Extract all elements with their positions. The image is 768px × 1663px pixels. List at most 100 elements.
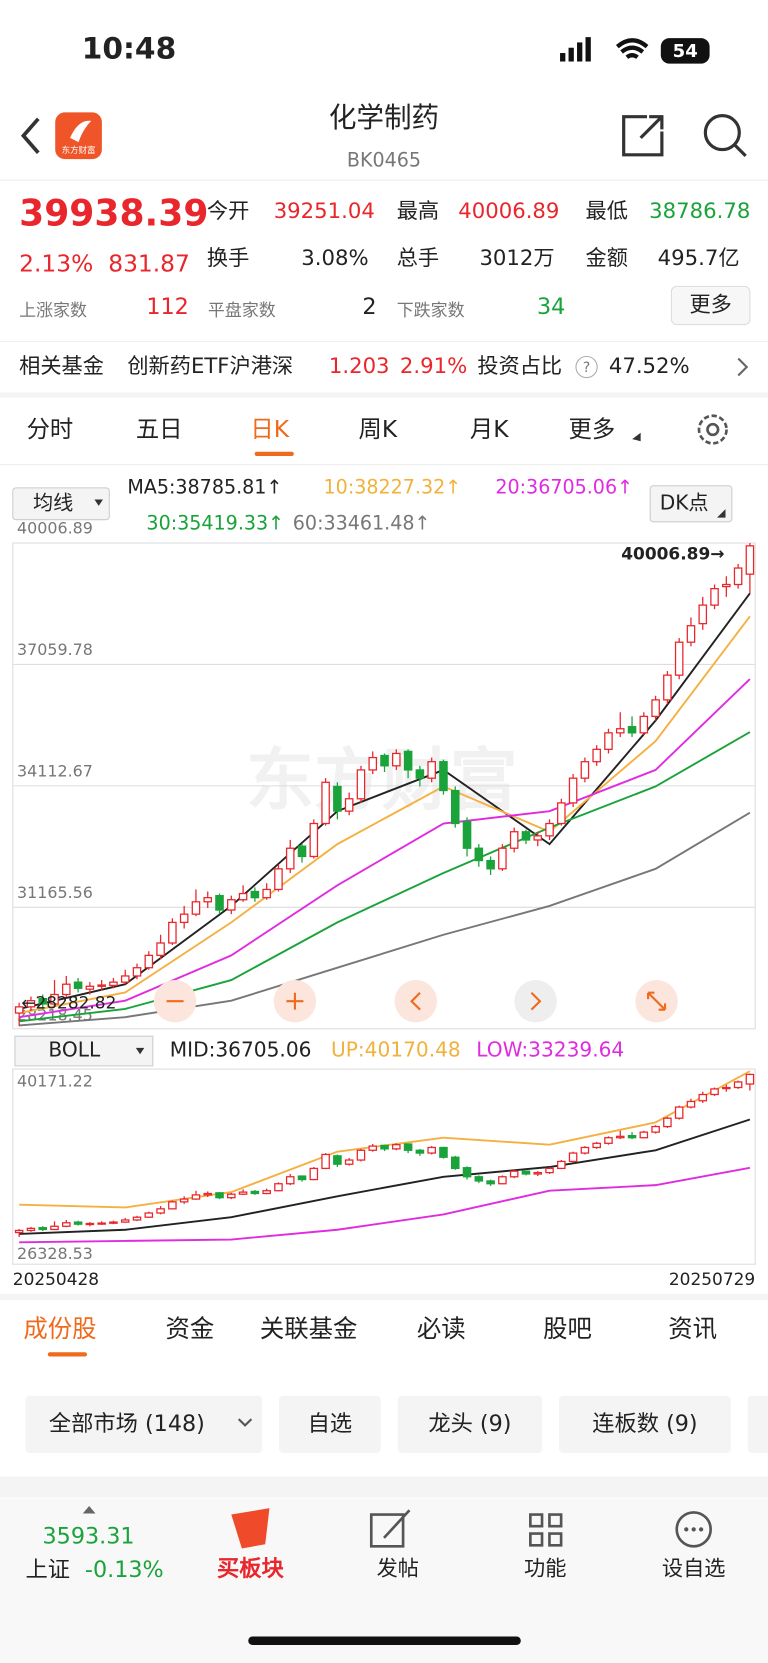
candle-body [498,847,507,870]
candle-body [144,954,154,969]
section-tab[interactable]: 资讯 [668,1314,717,1343]
candle-body [179,1198,189,1203]
candle-body [733,567,743,586]
tab-indicator [254,451,294,457]
filter-label: 全部市场 (148) [49,1411,205,1437]
filter-chip[interactable] [397,1395,543,1454]
candle-body [745,545,755,575]
section-tab[interactable]: 股吧 [543,1314,592,1343]
candle-body [285,847,295,870]
candle-body [474,1176,484,1182]
candle-body [120,1219,130,1223]
tab[interactable]: 周K [359,415,398,443]
candle-body [698,604,708,625]
more-button[interactable] [670,285,751,326]
candle-body [722,583,731,588]
ma-legend: 20:36705.06↑ [495,475,633,498]
candle-body [427,761,436,779]
tab[interactable]: 五日 [136,415,183,443]
pan-left[interactable] [394,979,438,1023]
candle-body [651,1125,660,1133]
candle-body [545,822,554,837]
boll-button[interactable] [14,1035,154,1067]
field-value: 39251.04 [274,199,375,224]
candle-body [26,1000,36,1008]
candle-body [722,1086,731,1090]
dk-button[interactable] [649,485,733,523]
filter-chip[interactable] [558,1395,731,1454]
filter-chip[interactable] [747,1395,768,1454]
candle-body [26,1227,36,1232]
help-icon[interactable] [575,355,598,379]
tab[interactable]: 更多 [569,415,616,443]
count-label: 上涨家数 [19,300,87,320]
wifi-icon [615,38,649,60]
field-label: 总手 [397,246,439,271]
indicator-button[interactable] [12,487,110,521]
back-button[interactable] [20,117,40,154]
candle-body [486,1180,495,1185]
low-marker: ←28282.82 [21,992,116,1012]
y-tick-label: 31165.56 [17,883,93,902]
nav-icon [529,1513,563,1547]
chevron [237,1418,253,1427]
candle-body [604,1137,613,1144]
candle-body [439,761,448,792]
search-button[interactable] [703,114,747,158]
indicator-button-label: 均线 [33,490,73,514]
tab[interactable]: 日K [250,415,289,443]
filter-chip[interactable] [279,1395,381,1454]
indicator-line [19,731,751,1023]
divider [0,1293,768,1301]
candle-body [285,1176,295,1185]
filter-label: 龙头 (9) [428,1411,511,1437]
candle-body [156,1208,165,1214]
section-tab[interactable]: 关联基金 [260,1314,358,1343]
indicator-line [19,1166,751,1244]
section-tab[interactable]: 成份股 [23,1314,96,1343]
signal-icon [560,37,591,62]
candle-body [627,726,637,734]
count-label: 平盘家数 [208,300,276,320]
nav-label[interactable]: 功能 [524,1557,566,1582]
chevron[interactable] [737,357,749,377]
nav-label[interactable]: 买板块 [217,1556,285,1582]
candle-body [521,1170,531,1175]
candle-body [73,981,83,989]
candle-body [50,1225,59,1231]
candle-body [144,1212,154,1218]
index-change: -0.13% [85,1557,164,1583]
candle-body [227,1193,236,1199]
nav-label[interactable]: 设自选 [662,1557,726,1582]
candle-body [368,756,378,771]
candle-body [333,1155,342,1165]
indicator-line [19,678,751,1019]
dropdown-mark [135,1047,145,1055]
candle-body [686,1100,696,1108]
y-tick-label: 37059.78 [17,640,93,659]
candle-body [498,1176,507,1185]
filter-label: 连板数 (9) [592,1411,697,1437]
expand-mark[interactable] [82,1506,96,1514]
settings-button[interactable] [697,414,728,445]
candle-body [392,1144,401,1150]
filter-chip[interactable] [25,1395,263,1454]
nav-label[interactable]: 发帖 [377,1557,419,1582]
tab[interactable]: 月K [470,415,509,443]
fund-name[interactable]: 创新药ETF沪港深 [127,354,293,379]
field-label: 换手 [207,246,249,271]
board-code: BK0465 [347,149,421,172]
share-button[interactable] [622,115,664,157]
tab[interactable]: 分时 [27,415,74,443]
candle-body [639,715,649,734]
candle-body [380,1144,389,1150]
dropdown-mark [94,499,103,506]
pan-right[interactable] [514,979,557,1023]
section-tab[interactable]: 资金 [166,1314,215,1343]
section-tab[interactable]: 必读 [417,1314,466,1343]
candle-body [568,777,578,804]
candle-body [262,1190,271,1195]
candle-body [97,984,106,987]
